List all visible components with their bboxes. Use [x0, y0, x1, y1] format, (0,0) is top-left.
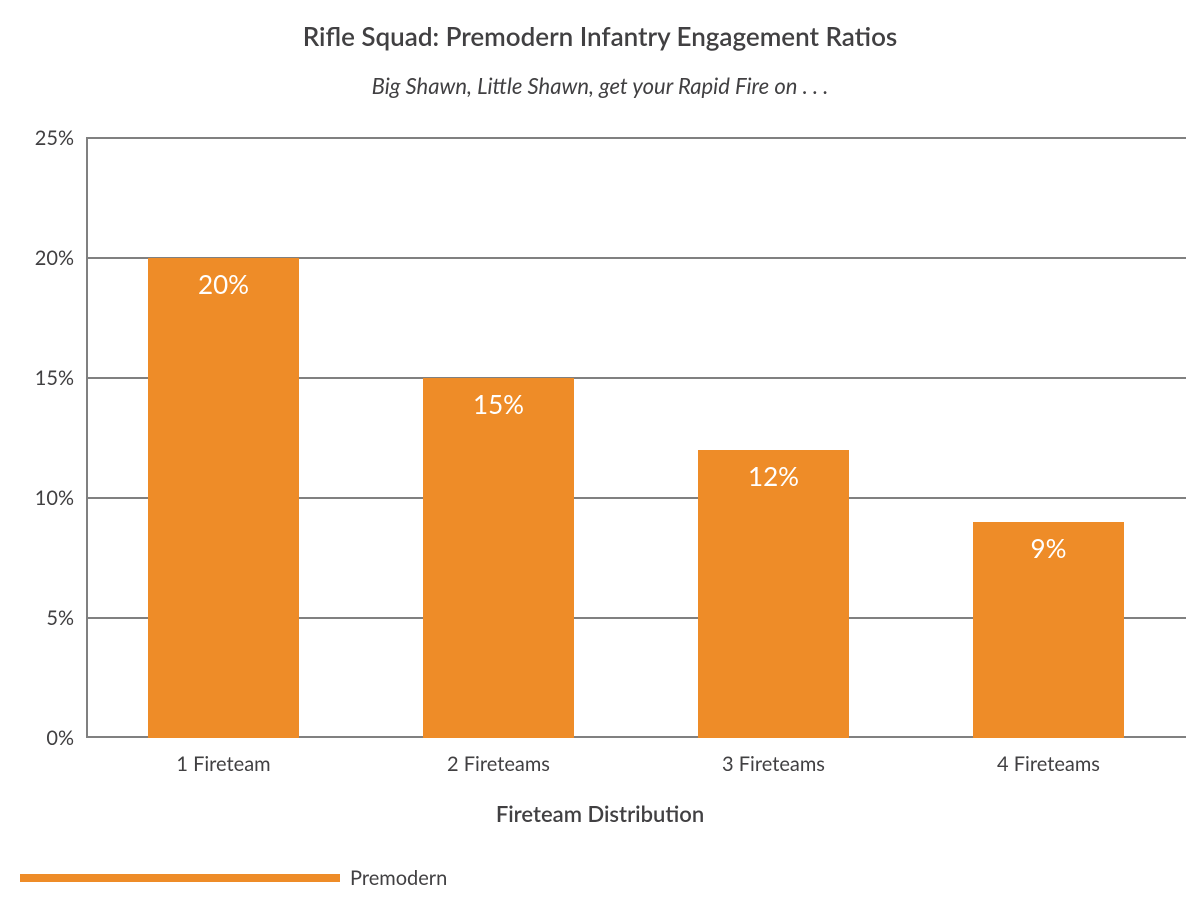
bar-value-label: 15%	[473, 388, 524, 420]
bar-value-label: 9%	[1031, 532, 1067, 564]
bar	[698, 450, 849, 738]
bar	[423, 378, 574, 738]
chart-container: Rifle Squad: Premodern Infantry Engageme…	[0, 0, 1200, 917]
x-tick-label: 4 Fireteams	[997, 752, 1100, 776]
y-tick-label: 10%	[35, 486, 74, 510]
x-tick-label: 1 Fireteam	[176, 752, 270, 776]
legend-swatch	[20, 874, 340, 882]
chart-subtitle: Big Shawn, Little Shawn, get your Rapid …	[0, 72, 1200, 99]
y-tick-label: 20%	[35, 246, 74, 270]
x-tick-label: 2 Fireteams	[447, 752, 550, 776]
x-tick-label: 3 Fireteams	[722, 752, 825, 776]
y-axis-line	[86, 138, 88, 738]
chart-title: Rifle Squad: Premodern Infantry Engageme…	[0, 20, 1200, 52]
y-tick-label: 25%	[35, 126, 74, 150]
bar-value-label: 20%	[198, 268, 249, 300]
x-axis-title: Fireteam Distribution	[0, 800, 1200, 827]
y-tick-label: 15%	[35, 366, 74, 390]
y-tick-label: 0%	[46, 726, 74, 750]
y-tick-label: 5%	[46, 606, 74, 630]
legend: Premodern	[20, 866, 447, 890]
legend-label: Premodern	[350, 866, 447, 890]
bar	[148, 258, 299, 738]
grid-line	[86, 137, 1186, 139]
bar-value-label: 12%	[748, 460, 799, 492]
plot-area: 0%5%10%15%20%25%20%1 Fireteam15%2 Firete…	[86, 138, 1186, 738]
